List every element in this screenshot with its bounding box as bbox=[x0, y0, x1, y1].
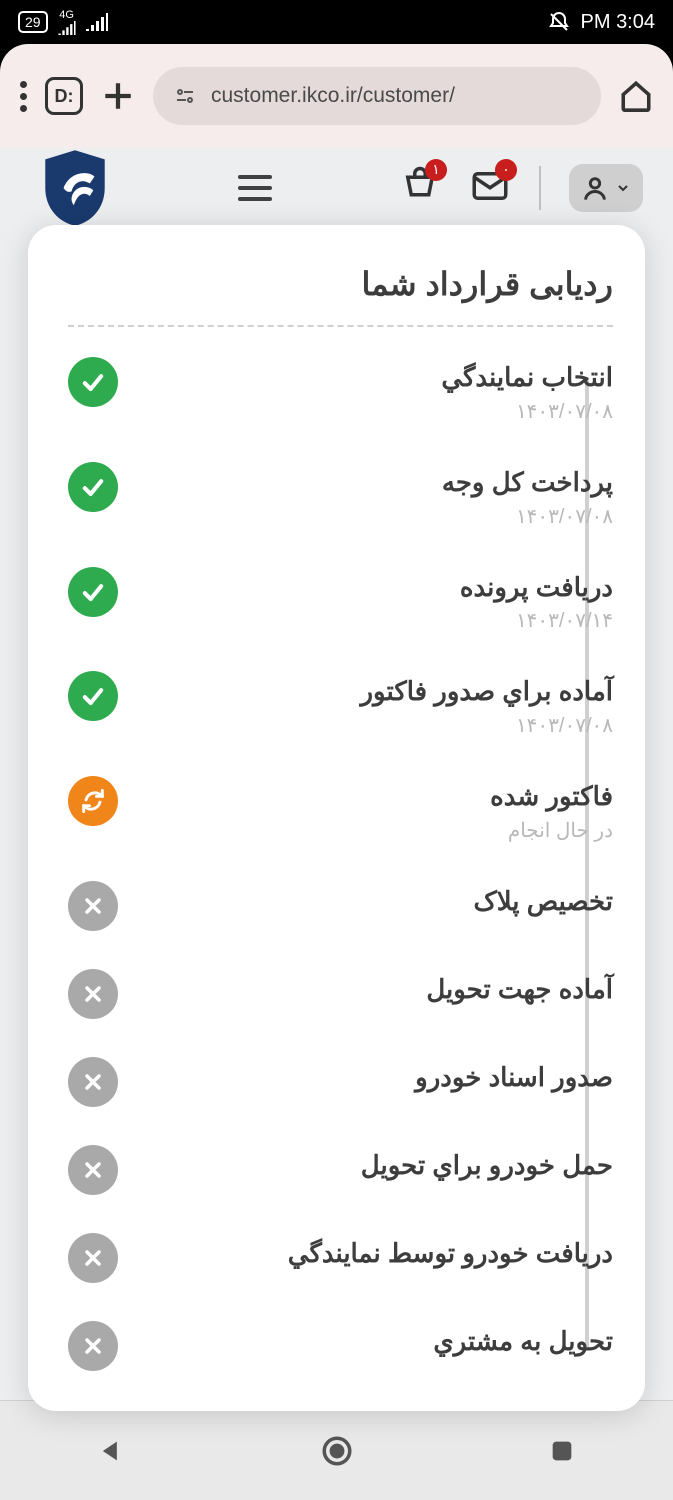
step-status-icon bbox=[68, 671, 118, 721]
step-date: ۱۴۰۳/۰۷/۱۴ bbox=[142, 608, 613, 633]
user-menu[interactable] bbox=[569, 164, 643, 212]
step-status-icon bbox=[68, 567, 118, 617]
step-status-icon bbox=[68, 969, 118, 1019]
chevron-down-icon bbox=[615, 180, 631, 196]
step-title: پرداخت کل وجه bbox=[142, 466, 613, 500]
step-status-icon bbox=[68, 1321, 118, 1371]
step-date: ۱۴۰۳/۰۷/۰۸ bbox=[142, 713, 613, 738]
step-status-icon bbox=[68, 1057, 118, 1107]
step-date: ۱۴۰۳/۰۷/۰۸ bbox=[142, 399, 613, 424]
signal-icon-2 bbox=[56, 21, 78, 35]
step-date: در حال انجام bbox=[142, 818, 613, 843]
timeline: انتخاب نمايندگي ۱۴۰۳/۰۷/۰۸ پرداخت کل وجه… bbox=[68, 357, 613, 1371]
signal-icon bbox=[86, 13, 108, 31]
browser-menu-icon[interactable] bbox=[20, 81, 27, 112]
step-status-icon bbox=[68, 881, 118, 931]
step-title: دریافت خودرو توسط نمايندگي bbox=[142, 1237, 613, 1271]
url-bar[interactable]: customer.ikco.ir/customer/ bbox=[153, 67, 601, 125]
timeline-step: آماده جهت تحویل bbox=[68, 969, 613, 1019]
home-icon[interactable] bbox=[619, 79, 653, 113]
site-header: ۰ ۱ bbox=[0, 148, 673, 228]
step-title: تخصیص پلاک bbox=[142, 885, 613, 919]
mail-badge: ۰ bbox=[495, 159, 517, 181]
step-title: آماده جهت تحویل bbox=[142, 973, 613, 1007]
back-icon[interactable] bbox=[97, 1437, 125, 1465]
new-tab-icon[interactable] bbox=[101, 79, 135, 113]
step-status-icon bbox=[68, 357, 118, 407]
timeline-step: صدور اسناد خودرو bbox=[68, 1057, 613, 1107]
browser-toolbar: customer.ikco.ir/customer/ :D bbox=[0, 44, 673, 148]
messages-button[interactable]: ۰ bbox=[469, 165, 511, 212]
android-nav-bar bbox=[0, 1400, 673, 1500]
step-title: حمل خودرو براي تحویل bbox=[142, 1149, 613, 1183]
url-text: customer.ikco.ir/customer/ bbox=[211, 84, 455, 108]
step-status-icon bbox=[68, 1233, 118, 1283]
recent-apps-icon[interactable] bbox=[548, 1437, 576, 1465]
battery-level: 29 bbox=[18, 11, 48, 33]
step-status-icon bbox=[68, 1145, 118, 1195]
network-label: 4G bbox=[59, 10, 74, 21]
step-title: فاکتور شده bbox=[142, 780, 613, 814]
android-status-bar: 3:04 PM 4G 29 bbox=[0, 0, 673, 44]
contract-tracking-modal: ردیابی قرارداد شما انتخاب نمايندگي ۱۴۰۳/… bbox=[28, 225, 645, 1411]
clock: 3:04 PM bbox=[581, 11, 656, 34]
step-status-icon bbox=[68, 462, 118, 512]
timeline-step: فاکتور شده در حال انجام bbox=[68, 776, 613, 843]
timeline-step: انتخاب نمايندگي ۱۴۰۳/۰۷/۰۸ bbox=[68, 357, 613, 424]
reader-mode-icon[interactable]: :D bbox=[45, 77, 83, 115]
timeline-step: دریافت پرونده ۱۴۰۳/۰۷/۱۴ bbox=[68, 567, 613, 634]
step-status-icon bbox=[68, 776, 118, 826]
user-icon bbox=[581, 174, 609, 202]
cart-badge: ۱ bbox=[425, 159, 447, 181]
step-title: انتخاب نمايندگي bbox=[142, 361, 613, 395]
timeline-step: پرداخت کل وجه ۱۴۰۳/۰۷/۰۸ bbox=[68, 462, 613, 529]
step-title: آماده براي صدور فاکتور bbox=[142, 675, 613, 709]
timeline-step: تخصیص پلاک bbox=[68, 881, 613, 931]
timeline-step: آماده براي صدور فاکتور ۱۴۰۳/۰۷/۰۸ bbox=[68, 671, 613, 738]
step-title: صدور اسناد خودرو bbox=[142, 1061, 613, 1095]
site-settings-icon bbox=[173, 84, 197, 108]
modal-title: ردیابی قرارداد شما bbox=[68, 265, 613, 303]
timeline-step: دریافت خودرو توسط نمايندگي bbox=[68, 1233, 613, 1283]
brand-logo bbox=[40, 148, 110, 228]
timeline-step: تحویل به مشتري bbox=[68, 1321, 613, 1371]
home-button-icon[interactable] bbox=[320, 1434, 354, 1468]
timeline-step: حمل خودرو براي تحویل bbox=[68, 1145, 613, 1195]
step-date: ۱۴۰۳/۰۷/۰۸ bbox=[142, 504, 613, 529]
step-title: تحویل به مشتري bbox=[142, 1325, 613, 1359]
dnd-icon bbox=[547, 10, 571, 34]
cart-button[interactable]: ۱ bbox=[399, 165, 441, 212]
step-title: دریافت پرونده bbox=[142, 571, 613, 605]
menu-icon[interactable] bbox=[238, 175, 272, 201]
divider bbox=[68, 325, 613, 327]
